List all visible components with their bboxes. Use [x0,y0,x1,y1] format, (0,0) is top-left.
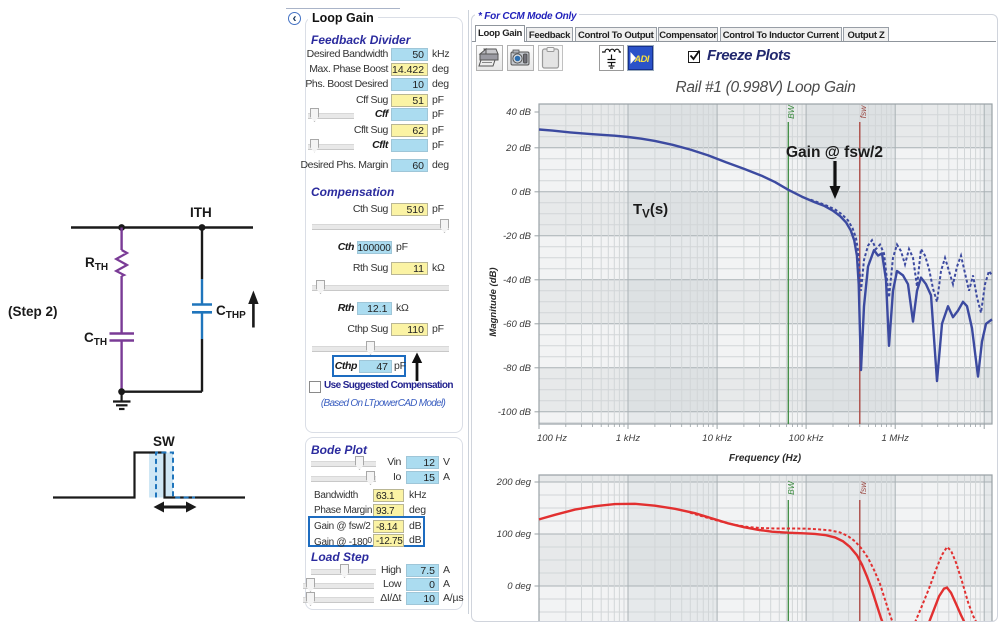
svg-text:TV(s): TV(s) [633,201,668,221]
svg-text:(Step 2): (Step 2) [8,304,58,319]
svg-text:Gain @ fsw/2: Gain @ fsw/2 [786,144,883,161]
svg-text:RTH: RTH [85,255,108,273]
svg-text:SW: SW [153,434,175,449]
svg-text:1 kHz: 1 kHz [616,433,641,444]
svg-text:ADI: ADI [633,54,650,65]
svg-text:ITH: ITH [190,205,212,220]
svg-text:1 MHz: 1 MHz [881,433,909,444]
svg-text:100 deg: 100 deg [497,529,532,540]
svg-text:fsw: fsw [858,481,868,495]
svg-text:40 dB: 40 dB [506,107,531,118]
svg-text:20 dB: 20 dB [505,143,531,154]
svg-text:0 deg: 0 deg [507,581,531,592]
svg-text:-60 dB: -60 dB [503,319,532,330]
svg-text:fsw: fsw [858,105,868,119]
svg-text:100 kHz: 100 kHz [789,433,824,444]
svg-text:-40 dB: -40 dB [503,275,532,286]
svg-text:100 Hz: 100 Hz [537,433,567,444]
svg-text:-100 dB: -100 dB [498,407,532,418]
svg-text:10 kHz: 10 kHz [702,433,732,444]
svg-text:-80 dB: -80 dB [503,363,532,374]
svg-text:CTH: CTH [84,330,107,348]
svg-text:-20 dB: -20 dB [503,231,532,242]
svg-text:0 dB: 0 dB [511,187,531,198]
svg-text:Magnitude (dB): Magnitude (dB) [488,267,499,336]
svg-text:BW: BW [786,104,796,119]
svg-text:CTHP: CTHP [216,303,246,321]
svg-text:Frequency (Hz): Frequency (Hz) [729,453,802,464]
svg-text:BW: BW [786,480,796,495]
svg-text:200 deg: 200 deg [496,477,532,488]
